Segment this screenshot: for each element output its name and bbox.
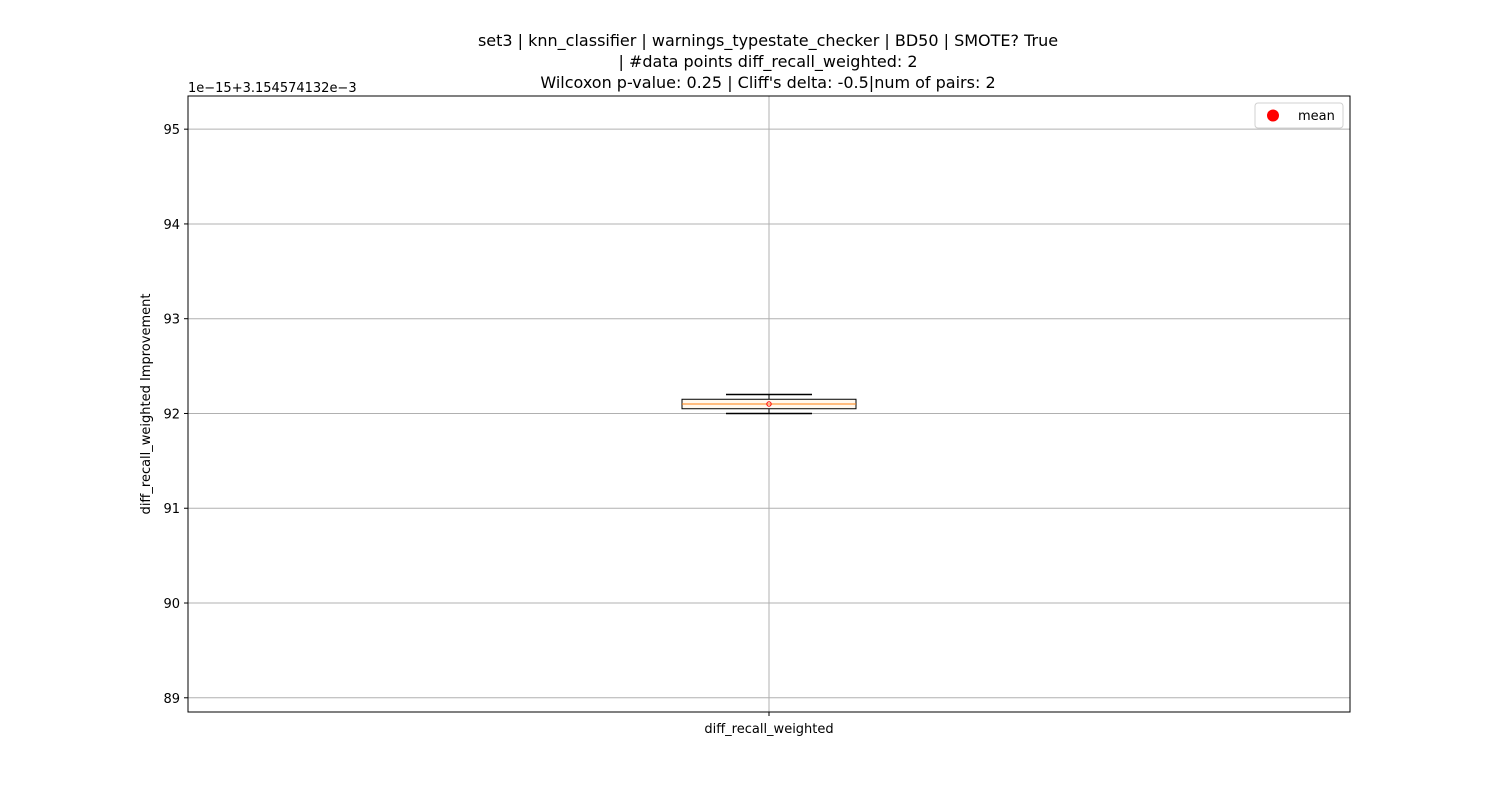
grid (188, 96, 1350, 712)
y-axis-ticks: 89 90 91 92 93 94 95 (163, 123, 188, 707)
box-series (681, 393, 857, 415)
y-tick-label: 92 (163, 407, 180, 422)
chart-title-line-1: set3 | knn_classifier | warnings_typesta… (478, 31, 1058, 51)
chart-title-line-3: Wilcoxon p-value: 0.25 | Cliff's delta: … (540, 73, 995, 92)
chart-title: set3 | knn_classifier | warnings_typesta… (478, 31, 1058, 92)
legend-mean-label: mean (1298, 109, 1335, 124)
x-axis-ticks: diff_recall_weighted (704, 712, 834, 737)
x-tick-label: diff_recall_weighted (704, 722, 833, 737)
legend-frame (1254, 102, 1344, 129)
y-tick-label: 89 (163, 692, 180, 707)
y-axis-label: diff_recall_weighted Improvement (139, 294, 154, 515)
y-tick-label: 90 (163, 597, 180, 612)
y-axis-offset-text: 1e−15+3.154574132e−3 (188, 81, 357, 96)
y-tick-label: 94 (163, 218, 180, 233)
y-tick-label: 93 (163, 313, 180, 328)
plot-area-frame (187, 95, 1351, 713)
chart-title-line-2: | #data points diff_recall_weighted: 2 (618, 52, 917, 72)
legend: mean (1254, 102, 1344, 129)
mean-marker (766, 401, 772, 407)
legend-mean-marker (1267, 109, 1279, 122)
y-tick-label: 91 (163, 502, 180, 517)
y-tick-label: 95 (163, 123, 180, 138)
